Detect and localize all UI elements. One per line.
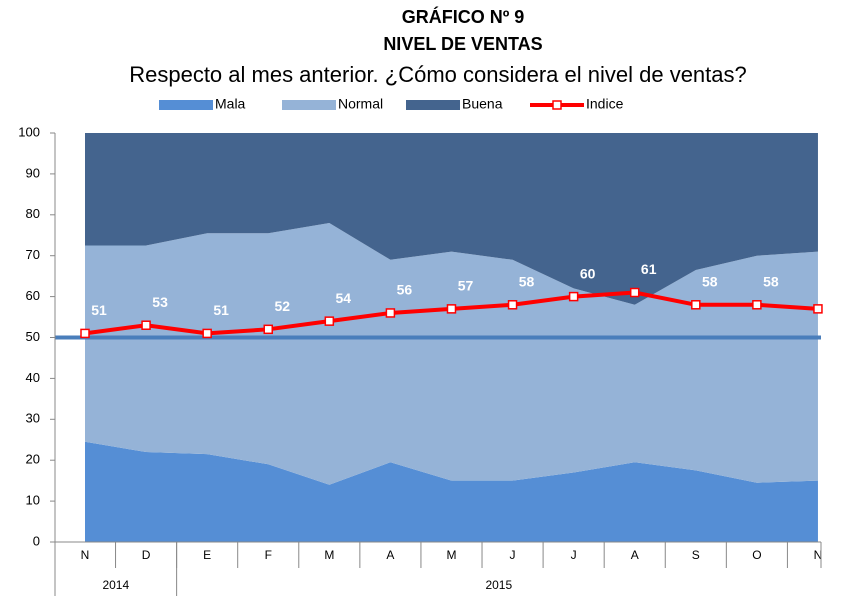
legend-label: Buena: [462, 96, 503, 112]
marker: [568, 291, 579, 302]
data-label: 57: [824, 278, 840, 294]
data-label: 51: [213, 302, 229, 318]
chart-title: GRÁFICO Nº 9: [402, 6, 525, 27]
x-tick-label: N: [81, 548, 90, 562]
data-label: 60: [580, 265, 596, 281]
x-tick-label: M: [324, 548, 334, 562]
marker: [446, 304, 457, 314]
data-label: 56: [397, 282, 413, 298]
legend-label: Mala: [215, 96, 246, 112]
legend-marker: [552, 100, 562, 110]
question: Respecto al mes anterior. ¿Cómo consider…: [129, 62, 747, 87]
x-tick-label: F: [265, 548, 272, 562]
chart-subtitle: NIVEL DE VENTAS: [383, 34, 542, 54]
legend-swatch: [282, 100, 336, 110]
x-tick-label: E: [203, 548, 211, 562]
x-group-label: 2014: [102, 578, 129, 592]
area: [85, 133, 818, 305]
y-tick-label: 60: [26, 288, 40, 303]
x-tick-label: S: [692, 548, 700, 562]
y-tick-label: 80: [26, 206, 40, 221]
marker: [263, 324, 273, 335]
marker: [813, 304, 823, 314]
y-tick-label: 0: [33, 533, 40, 548]
x-tick-label: O: [752, 548, 761, 562]
marker: [80, 328, 90, 339]
x-tick-label: D: [142, 548, 151, 562]
marker: [385, 308, 396, 318]
data-label: 57: [458, 278, 474, 294]
marker: [202, 328, 212, 339]
y-tick-label: 90: [26, 165, 40, 180]
x-tick-label: M: [446, 548, 456, 562]
marker: [691, 300, 701, 310]
area: [85, 222, 818, 485]
x-group-label: 2015: [485, 578, 512, 592]
data-label: 58: [763, 273, 779, 289]
y-tick-label: 20: [26, 452, 40, 467]
area: [85, 441, 818, 542]
y-tick-label: 70: [26, 247, 40, 262]
x-tick-label: J: [510, 548, 516, 562]
data-label: 58: [702, 273, 718, 289]
x-tick-label: J: [571, 548, 577, 562]
legend-label: Normal: [338, 96, 383, 112]
data-label: 53: [152, 294, 168, 310]
marker: [629, 287, 640, 298]
marker: [324, 316, 335, 326]
y-tick-label: 40: [26, 370, 40, 385]
y-tick-label: 10: [26, 493, 40, 508]
data-label: 52: [274, 298, 290, 314]
legend-swatch: [406, 100, 460, 110]
x-tick-label: A: [631, 548, 639, 562]
y-tick-label: 100: [18, 124, 40, 139]
marker: [507, 300, 518, 310]
legend-label: Indice: [586, 96, 624, 112]
marker: [141, 320, 151, 330]
legend-swatch: [159, 100, 213, 110]
y-tick-label: 30: [26, 411, 40, 426]
y-tick-label: 50: [26, 329, 40, 344]
x-tick-label: A: [386, 548, 394, 562]
x-tick-label: N: [814, 548, 823, 562]
data-label: 61: [641, 261, 657, 277]
data-label: 58: [519, 273, 535, 289]
marker: [752, 300, 762, 310]
data-label: 54: [336, 290, 352, 306]
data-label: 51: [91, 302, 107, 318]
